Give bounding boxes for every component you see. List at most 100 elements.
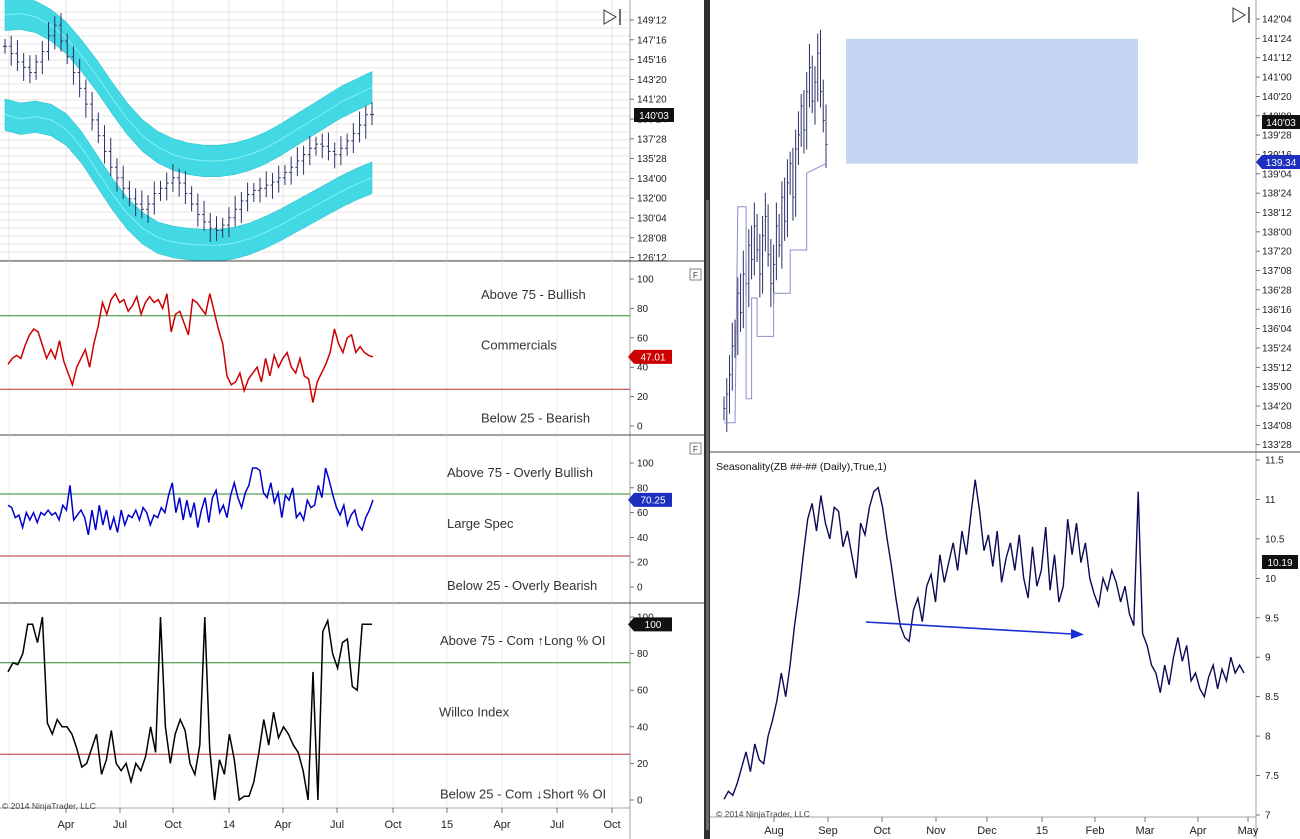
panel-commercials: Above 75 - Bullish Commercials Below 25 - …: [0, 260, 704, 433]
panel-tick-label: 40: [637, 533, 649, 544]
season-x-tick-label: Sep: [818, 825, 838, 837]
panel-tick-label: 40: [637, 722, 649, 733]
right-tick-label: 138'24: [1262, 189, 1292, 200]
right-price-panel: 142'04141'24141'12141'00140'20140'08139'…: [723, 0, 1300, 452]
right-tick-label: 138'12: [1262, 208, 1292, 219]
season-tick-label: 11.5: [1265, 456, 1284, 467]
price-tick-label: 149'12: [637, 16, 667, 27]
x-tick-label: Apr: [493, 819, 510, 831]
panel-tick-label: 100: [637, 459, 654, 470]
trend-arrow: [865, 621, 1084, 639]
x-tick-label: Apr: [57, 819, 74, 831]
price-bars: [3, 13, 374, 242]
season-tick-label: 9: [1265, 653, 1271, 664]
panel-label-mid: Large Spec: [447, 516, 514, 531]
right-tick-label: 135'12: [1262, 363, 1292, 374]
seasonality-grid: [710, 452, 1257, 839]
right-tick-label: 135'00: [1262, 382, 1292, 393]
indicator-line: [7, 616, 372, 802]
right-tick-label: 141'24: [1262, 34, 1292, 45]
right-tick-label: 142'04: [1262, 15, 1292, 26]
right-price-bars: [723, 29, 828, 432]
price-tick-label: 137'28: [637, 134, 667, 145]
splitter-handle[interactable]: [706, 200, 709, 830]
panel-label-above: Above 75 - Bullish: [481, 287, 586, 302]
left-price-panel: 149'12147'16145'16143'20141'20139'24137'…: [0, 0, 674, 839]
panel-tick-label: 80: [637, 304, 649, 315]
x-tick-label: Jul: [330, 819, 344, 831]
indicator-line: [7, 467, 374, 536]
price-tick-label: 145'16: [637, 55, 667, 66]
x-tick-label: 15: [441, 819, 453, 831]
panel-label-below: Below 25 - Overly Bearish: [447, 578, 597, 593]
panel-tick-label: 20: [637, 392, 649, 403]
seasonality-x-axis: Aug Sep Oct Nov Dec 15 Feb Mar Apr May: [764, 817, 1259, 837]
last-value-text: 70.25: [640, 495, 665, 506]
highlight-zone: [846, 38, 1138, 164]
indicator-panels: Above 75 - Bullish Commercials Below 25 - …: [0, 260, 704, 809]
panel-label-mid: Willco Index: [439, 705, 510, 720]
chart-scroll-end-button[interactable]: [603, 9, 621, 25]
right-tick-label: 138'00: [1262, 227, 1292, 238]
season-x-tick-label: Mar: [1136, 825, 1155, 837]
price-tick-label: 143'20: [637, 75, 667, 86]
play-end-icon: [603, 9, 617, 25]
regression-channel-bands: [4, 0, 373, 262]
price-tick-label: 126'12: [637, 253, 667, 264]
last-value-tag: [628, 492, 672, 507]
price-tick-label: 134'00: [637, 174, 667, 185]
seasonality-title: Seasonality(ZB ##-## (Daily),True,1): [716, 461, 887, 473]
panel-tick-label: 0: [637, 422, 643, 433]
season-x-tick-label: May: [1238, 825, 1259, 837]
panel-tick-label: 0: [637, 796, 643, 807]
panel-label-mid: Commercials: [481, 338, 557, 353]
panel-tick-label: 40: [637, 363, 649, 374]
panel-label-above: Above 75 - Com ↑Long % OI: [440, 633, 605, 648]
last-price-text: 140'03: [639, 111, 669, 122]
panel-format-button[interactable]: F: [689, 442, 702, 455]
last-price-tag: 140'03: [634, 108, 674, 122]
right-tick-label: 134'20: [1262, 402, 1292, 413]
right-chart-scroll-end-button[interactable]: [1232, 7, 1250, 23]
right-price-y-axis: 142'04141'24141'12141'00140'20140'08139'…: [1255, 0, 1292, 452]
format-button-letter: F: [693, 271, 698, 280]
season-tick-label: 10: [1265, 574, 1277, 585]
right-stop-price-text: 139.34: [1266, 158, 1297, 169]
x-tick-label: Apr: [274, 819, 291, 831]
season-tick-label: 9.5: [1265, 613, 1279, 624]
right-tick-label: 140'20: [1262, 92, 1292, 103]
seasonality-panel: Seasonality(ZB ##-## (Daily),True,1) 11.…: [710, 452, 1298, 839]
x-tick-label: Jul: [113, 819, 127, 831]
right-tick-label: 133'28: [1262, 440, 1292, 451]
right-tick-label: 141'00: [1262, 73, 1292, 84]
season-x-tick-label: Dec: [977, 825, 997, 837]
right-tick-label: 141'12: [1262, 53, 1292, 64]
right-tick-label: 136'28: [1262, 285, 1292, 296]
panel-tick-label: 80: [637, 483, 649, 494]
right-tick-label: 137'08: [1262, 266, 1292, 277]
panel-tick-label: 60: [637, 333, 649, 344]
last-value-tag: [628, 617, 672, 632]
left-x-axis: Apr Jul Oct 14 Apr Jul Oct 15 Apr Jul Oct: [57, 808, 621, 831]
panel-tick-label: 60: [637, 508, 649, 519]
price-tick-label: 135'28: [637, 154, 667, 165]
x-tick-label: Oct: [603, 819, 620, 831]
right-tick-label: 135'24: [1262, 343, 1292, 354]
right-tick-label: 134'08: [1262, 421, 1292, 432]
right-last-price-tag: 140'03: [1262, 115, 1300, 129]
panel-format-button[interactable]: F: [689, 268, 702, 281]
right-stop-price-tag: 139.34: [1256, 155, 1300, 169]
last-value-tag: [628, 349, 672, 364]
x-tick-label: Oct: [384, 819, 401, 831]
format-button-box: [689, 442, 702, 455]
seasonality-line: [723, 479, 1245, 800]
right-last-price-text: 140'03: [1266, 118, 1296, 129]
season-x-tick-label: Oct: [873, 825, 890, 837]
last-value-text: 100: [645, 620, 662, 631]
season-x-tick-label: Apr: [1189, 825, 1206, 837]
panel-tick-label: 20: [637, 558, 649, 569]
right-tick-label: 136'16: [1262, 305, 1292, 316]
seasonality-last-text: 10.19: [1267, 558, 1292, 569]
panel-tick-label: 0: [637, 583, 643, 594]
